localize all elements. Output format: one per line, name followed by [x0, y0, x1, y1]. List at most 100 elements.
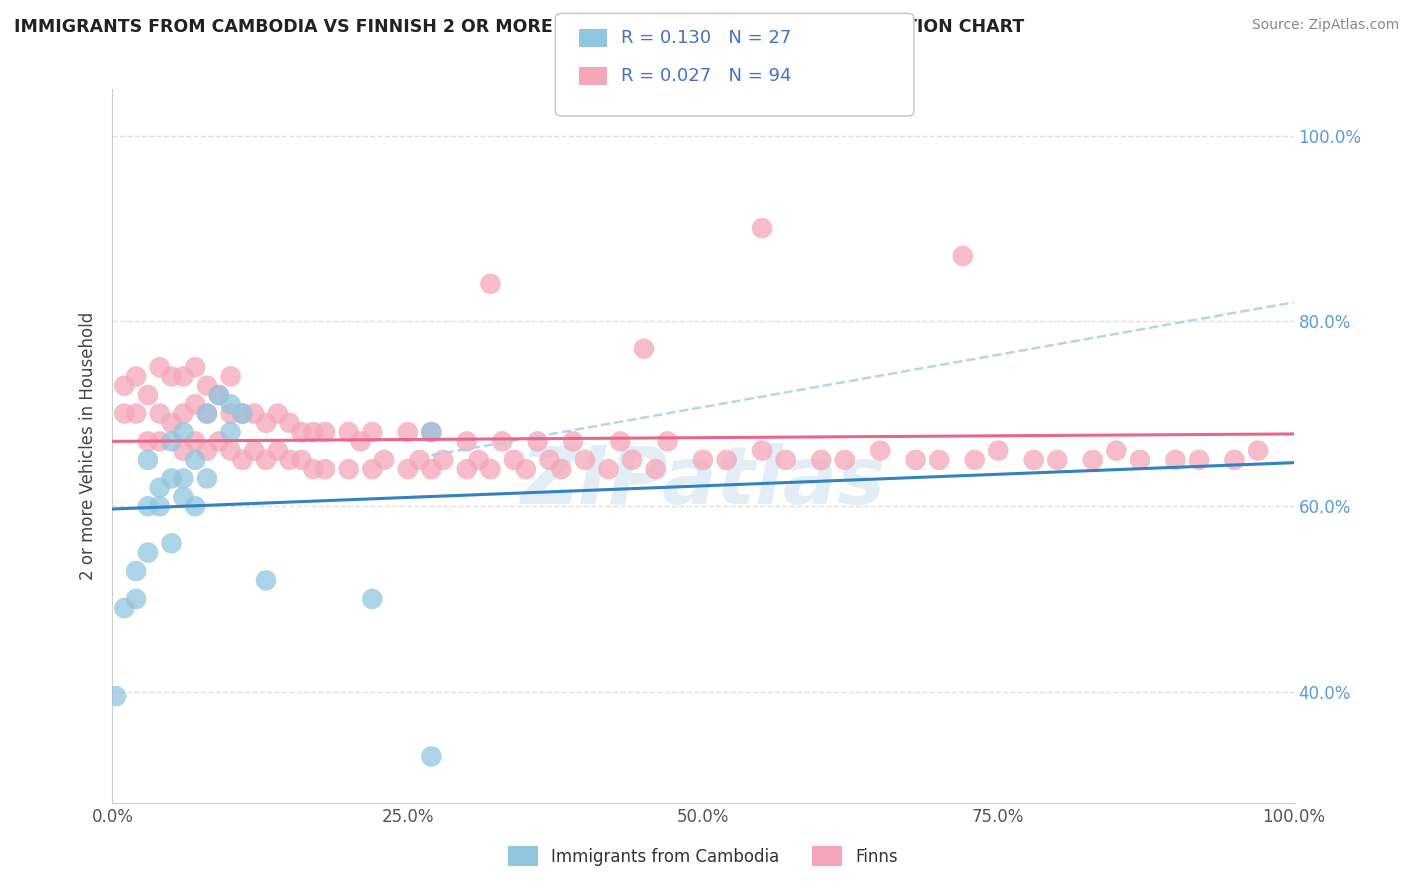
Point	[219, 407, 242, 421]
Point	[172, 490, 194, 504]
Point	[231, 407, 253, 421]
Point	[254, 574, 277, 588]
Point	[184, 453, 207, 467]
Point	[1223, 453, 1246, 467]
Point	[184, 360, 207, 375]
Legend: Immigrants from Cambodia, Finns: Immigrants from Cambodia, Finns	[501, 839, 905, 873]
Point	[208, 434, 231, 449]
Point	[160, 471, 183, 485]
Point	[904, 453, 927, 467]
Point	[1081, 453, 1104, 467]
Point	[963, 453, 986, 467]
Point	[231, 407, 253, 421]
Point	[290, 425, 312, 439]
Point	[195, 443, 218, 458]
Point	[278, 453, 301, 467]
Point	[952, 249, 974, 263]
Point	[337, 462, 360, 476]
Point	[136, 545, 159, 559]
Point	[125, 369, 148, 384]
Point	[1188, 453, 1211, 467]
Point	[657, 434, 679, 449]
Point	[149, 407, 172, 421]
Point	[302, 425, 325, 439]
Point	[195, 407, 218, 421]
Point	[479, 277, 502, 291]
Point	[219, 443, 242, 458]
Point	[112, 378, 135, 392]
Point	[278, 416, 301, 430]
Point	[621, 453, 644, 467]
Point	[1164, 453, 1187, 467]
Point	[1105, 443, 1128, 458]
Point	[254, 453, 277, 467]
Point	[432, 453, 454, 467]
Point	[456, 462, 478, 476]
Point	[136, 388, 159, 402]
Point	[349, 434, 371, 449]
Point	[633, 342, 655, 356]
Point	[775, 453, 797, 467]
Point	[160, 434, 183, 449]
Point	[136, 453, 159, 467]
Point	[125, 407, 148, 421]
Point	[231, 453, 253, 467]
Point	[160, 369, 183, 384]
Point	[267, 443, 290, 458]
Point	[125, 564, 148, 578]
Point	[420, 425, 443, 439]
Point	[160, 416, 183, 430]
Point	[208, 388, 231, 402]
Point	[538, 453, 561, 467]
Point	[692, 453, 714, 467]
Point	[125, 591, 148, 606]
Text: IMMIGRANTS FROM CAMBODIA VS FINNISH 2 OR MORE VEHICLES IN HOUSEHOLD CORRELATION : IMMIGRANTS FROM CAMBODIA VS FINNISH 2 OR…	[14, 18, 1025, 36]
Text: Source: ZipAtlas.com: Source: ZipAtlas.com	[1251, 18, 1399, 32]
Point	[834, 453, 856, 467]
Point	[149, 481, 172, 495]
Point	[314, 425, 336, 439]
Point	[184, 434, 207, 449]
Point	[208, 388, 231, 402]
Point	[195, 378, 218, 392]
Point	[136, 434, 159, 449]
Point	[609, 434, 631, 449]
Point	[526, 434, 548, 449]
Point	[408, 453, 430, 467]
Point	[373, 453, 395, 467]
Point	[491, 434, 513, 449]
Point	[1046, 453, 1069, 467]
Point	[195, 471, 218, 485]
Point	[219, 369, 242, 384]
Point	[302, 462, 325, 476]
Point	[254, 416, 277, 430]
Point	[420, 425, 443, 439]
Point	[515, 462, 537, 476]
Point	[112, 407, 135, 421]
Point	[574, 453, 596, 467]
Point	[149, 360, 172, 375]
Text: ZIPatlas: ZIPatlas	[520, 442, 886, 521]
Point	[219, 425, 242, 439]
Point	[751, 221, 773, 235]
Point	[105, 690, 128, 704]
Point	[467, 453, 489, 467]
Point	[1022, 453, 1045, 467]
Point	[172, 425, 194, 439]
Point	[810, 453, 832, 467]
Point	[396, 425, 419, 439]
Point	[195, 407, 218, 421]
Y-axis label: 2 or more Vehicles in Household: 2 or more Vehicles in Household	[79, 312, 97, 580]
Point	[1247, 443, 1270, 458]
Point	[149, 434, 172, 449]
Point	[243, 407, 266, 421]
Point	[420, 749, 443, 764]
Point	[219, 397, 242, 411]
Point	[361, 462, 384, 476]
Point	[1129, 453, 1152, 467]
Point	[112, 601, 135, 615]
Point	[267, 407, 290, 421]
Point	[314, 462, 336, 476]
Text: R = 0.130   N = 27: R = 0.130 N = 27	[621, 29, 792, 47]
Point	[503, 453, 526, 467]
